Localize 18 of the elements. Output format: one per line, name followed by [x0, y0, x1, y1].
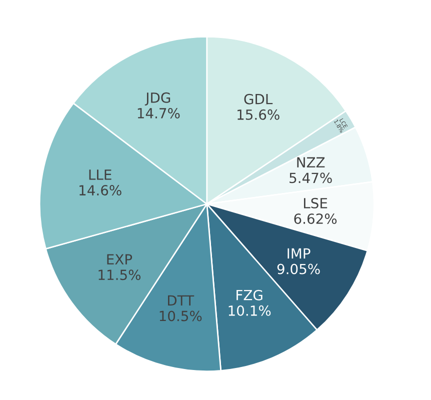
slice-label: GDL: [244, 94, 273, 104]
data-label: 14.6%: [80, 185, 122, 196]
data-label: 14.7%: [138, 108, 180, 118]
data-label: 10.5%: [160, 310, 202, 322]
data-label: 5.47%: [290, 172, 332, 184]
data-label: 11.5%: [98, 270, 140, 280]
slice-label: IMP: [288, 248, 310, 259]
slice-label: DTT: [168, 295, 194, 306]
slice-label: FZG: [236, 290, 262, 300]
slice-label: NZZ: [297, 157, 325, 168]
slice-label: LSE: [304, 198, 328, 208]
data-label: 15.6%: [238, 109, 280, 120]
data-label: 6.62%: [294, 213, 337, 224]
slice-label: JDG: [144, 92, 170, 106]
slice-label: EXP: [107, 254, 132, 264]
data-label: 10.1%: [228, 305, 271, 316]
slice-label: LLE: [89, 170, 112, 180]
data-label: 9.05%: [277, 264, 320, 274]
